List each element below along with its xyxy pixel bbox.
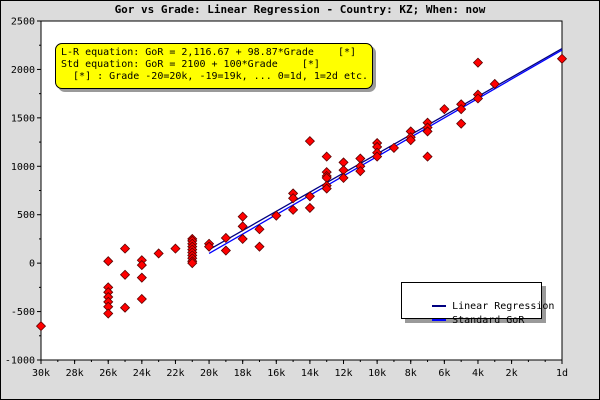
data-point xyxy=(170,243,181,254)
data-point xyxy=(237,233,248,244)
data-point xyxy=(237,221,248,232)
chart-legend: Linear Regression Standard GoR xyxy=(401,282,554,326)
data-point xyxy=(237,211,248,222)
eq-line-std: Std equation: GoR = 2100 + 100*Grade [*] xyxy=(61,59,320,70)
data-point xyxy=(288,204,299,215)
eq-line-note: [*] : Grade -20=20k, -19=19k, ... 0=1d, … xyxy=(61,71,369,82)
data-point xyxy=(489,78,500,90)
data-point xyxy=(220,245,231,256)
data-point xyxy=(456,118,467,129)
data-point xyxy=(136,293,147,305)
data-point xyxy=(254,241,265,252)
data-point xyxy=(119,269,131,280)
points-layer xyxy=(35,53,568,332)
data-point xyxy=(338,172,349,183)
data-point xyxy=(422,151,433,162)
legend-label-linear-regression: Linear Regression xyxy=(452,301,555,312)
data-point xyxy=(321,183,332,194)
x-tick-label: 12k xyxy=(334,368,352,379)
data-point xyxy=(556,53,568,64)
data-point xyxy=(136,272,147,283)
data-point xyxy=(136,260,147,271)
data-point xyxy=(439,104,450,115)
x-tick-label: 2k xyxy=(506,368,518,379)
series-line-linear-regression xyxy=(208,47,563,251)
data-point xyxy=(187,258,198,269)
data-point xyxy=(254,224,265,235)
data-point xyxy=(103,308,114,319)
legend-swatch-standard-gor xyxy=(432,319,447,321)
x-tick-label: 16k xyxy=(267,368,285,379)
data-point xyxy=(220,232,231,244)
legend-item-standard-gor: Standard GoR xyxy=(408,300,524,326)
y-tick-label: -500 xyxy=(11,307,35,318)
data-point xyxy=(288,193,299,204)
legend-item-linear-regression: Linear Regression xyxy=(408,286,554,312)
x-tick-label: 6k xyxy=(438,368,450,379)
y-tick-label: 1500 xyxy=(11,113,35,124)
data-point xyxy=(119,243,131,254)
series-line-standard-gor xyxy=(208,49,563,255)
x-tick-label: 24k xyxy=(133,368,151,379)
y-tick-label: -1000 xyxy=(5,356,35,367)
legend-label-standard-gor: Standard GoR xyxy=(452,315,525,326)
data-point xyxy=(119,302,131,313)
data-point xyxy=(321,151,332,162)
data-point xyxy=(405,135,416,146)
x-tick-label: 22k xyxy=(166,368,184,379)
data-point xyxy=(472,93,484,104)
data-point xyxy=(372,151,383,162)
data-point xyxy=(456,104,467,115)
x-tick-label: 28k xyxy=(66,368,84,379)
data-point xyxy=(304,191,315,202)
x-tick-label: 20k xyxy=(200,368,218,379)
y-tick-label: 2500 xyxy=(11,17,35,28)
x-tick-label: 14k xyxy=(301,368,319,379)
x-tick-label: 10k xyxy=(368,368,386,379)
legend-swatch-linear-regression xyxy=(432,305,447,307)
x-tick-label: 1d xyxy=(556,368,568,379)
equation-annotation-box: L-R equation: GoR = 2,116.67 + 98.87*Gra… xyxy=(55,43,373,89)
x-tick-label: 26k xyxy=(99,368,117,379)
data-point xyxy=(35,321,47,332)
y-tick-label: 2000 xyxy=(11,65,35,76)
series-lines xyxy=(208,47,563,255)
chart-title: Gor vs Grade: Linear Regression - Countr… xyxy=(114,3,486,16)
data-point xyxy=(271,210,282,221)
data-point xyxy=(355,166,366,177)
data-point xyxy=(153,248,164,259)
y-axis: -1000 -500 0 500 1000 1500 2000 2500 xyxy=(5,17,41,367)
eq-line-lr: L-R equation: GoR = 2,116.67 + 98.87*Gra… xyxy=(61,47,357,58)
x-tick-label: 8k xyxy=(405,368,417,379)
data-point xyxy=(103,256,114,267)
data-point xyxy=(304,202,315,213)
x-tick-label: 30k xyxy=(32,368,50,379)
data-point xyxy=(203,241,215,252)
data-point xyxy=(388,142,400,153)
x-axis: 30k 28k 26k 24k 22k 20k 18k 16k 14k 12k 10k 8k 6k 4k 2… xyxy=(32,360,568,379)
x-tick-label: 18k xyxy=(234,368,252,379)
x-tick-label: 4k xyxy=(472,368,484,379)
data-point xyxy=(422,126,433,137)
data-point xyxy=(304,136,315,147)
data-point xyxy=(472,57,484,68)
y-tick-label: 0 xyxy=(29,259,35,270)
y-tick-label: 500 xyxy=(17,210,35,221)
y-tick-label: 1000 xyxy=(11,162,35,173)
